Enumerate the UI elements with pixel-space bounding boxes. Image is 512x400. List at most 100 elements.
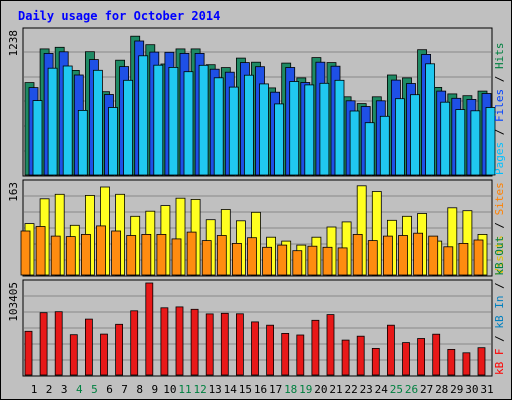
bar-sites-27 <box>413 232 424 276</box>
bar-sites-5 <box>81 233 91 276</box>
bar-pages-26 <box>410 94 420 176</box>
bar-pages-31 <box>485 107 496 176</box>
bar-pages-7 <box>123 79 133 176</box>
bar-sites-14 <box>216 235 227 276</box>
bar-sites-3 <box>50 235 61 276</box>
bar-sites-12 <box>186 231 197 276</box>
bar-pages-12 <box>198 64 209 176</box>
panel-3-legend: kB F / kB In / kB Out <box>493 236 506 375</box>
bar-pages-11 <box>183 71 194 176</box>
bar-pages-18 <box>289 81 300 176</box>
bar-pages-28 <box>440 101 451 176</box>
panel-2-legend: Visits / Sites <box>493 182 506 275</box>
bar-pages-24 <box>379 115 390 176</box>
legend-entry-visits: Visits <box>493 235 506 275</box>
bar-pages-6 <box>108 107 118 176</box>
bar-pages-19 <box>304 84 315 176</box>
bar-pages-30 <box>470 110 481 176</box>
bar-pages-2 <box>47 67 58 176</box>
x-tick-label: 20 <box>314 383 327 396</box>
x-tick-label: 24 <box>375 383 389 396</box>
bar-kb-f-26 <box>402 342 410 376</box>
bar-sites-1 <box>20 230 31 276</box>
legend-separator: / <box>493 329 506 349</box>
bar-sites-2 <box>35 226 46 276</box>
bar-kb-f-3 <box>54 311 63 376</box>
bar-kb-f-24 <box>371 347 380 376</box>
bar-kb-f-19 <box>296 334 305 376</box>
bar-sites-6 <box>96 225 106 276</box>
bar-sites-7 <box>111 230 121 276</box>
bar-pages-8 <box>138 55 149 176</box>
x-tick-label: 6 <box>106 383 113 396</box>
bar-kb-f-2 <box>39 312 48 376</box>
x-tick-label: 22 <box>344 383 357 396</box>
x-tick-label: 5 <box>91 383 98 396</box>
legend-entry-sites: Sites <box>493 182 506 215</box>
x-tick-label: 31 <box>480 383 493 396</box>
x-tick-label: 25 <box>390 383 403 396</box>
x-tick-label: 21 <box>329 383 342 396</box>
x-tick-label: 28 <box>435 383 448 396</box>
bar-sites-13 <box>201 240 212 276</box>
bar-sites-4 <box>65 236 76 276</box>
legend-entry-kb-f: kB F <box>493 349 506 376</box>
bar-kb-f-5 <box>85 318 93 376</box>
bar-kb-f-30 <box>462 352 471 376</box>
panel-3-max-label: 103405 <box>7 282 20 322</box>
x-tick-label: 1 <box>31 383 38 396</box>
bar-pages-21 <box>334 79 345 176</box>
bar-sites-10 <box>156 233 167 276</box>
bar-sites-16 <box>247 237 257 276</box>
legend-entry-files: Files <box>493 89 506 122</box>
bar-sites-28 <box>428 235 439 276</box>
panel-2-max-label: 163 <box>7 182 20 202</box>
bar-pages-29 <box>455 109 466 176</box>
bar-pages-4 <box>77 110 88 176</box>
x-tick-label: 30 <box>465 383 478 396</box>
legend-entry-hits: Hits <box>493 43 506 70</box>
x-tick-label: 15 <box>239 383 252 396</box>
bar-sites-20 <box>307 245 318 276</box>
bar-kb-f-27 <box>417 338 426 376</box>
legend-separator: / <box>493 215 506 235</box>
bar-pages-17 <box>274 103 285 176</box>
panel-1-legend: Pages / Files / Hits <box>493 43 506 176</box>
legend-separator: / <box>493 122 506 142</box>
bar-sites-8 <box>126 235 137 276</box>
x-tick-label: 11 <box>178 383 191 396</box>
x-tick-label: 3 <box>61 383 68 396</box>
bar-sites-30 <box>458 242 469 276</box>
x-tick-label: 14 <box>224 383 238 396</box>
bar-pages-25 <box>394 98 405 176</box>
x-tick-label: 16 <box>254 383 267 396</box>
bar-pages-14 <box>228 86 239 176</box>
bar-sites-18 <box>277 244 288 276</box>
bar-pages-23 <box>364 122 375 176</box>
bar-sites-23 <box>352 233 363 276</box>
bar-pages-15 <box>243 74 254 176</box>
x-tick-label: 18 <box>284 383 297 396</box>
legend-separator: / <box>493 69 506 89</box>
bar-kb-f-16 <box>251 321 259 376</box>
bar-sites-25 <box>382 235 393 276</box>
bar-kb-f-12 <box>190 308 199 376</box>
bar-pages-1 <box>32 100 43 176</box>
bar-kb-f-31 <box>477 347 486 376</box>
bar-kb-f-28 <box>432 333 441 376</box>
bar-pages-5 <box>93 69 103 176</box>
bar-kb-f-11 <box>175 306 184 376</box>
x-tick-label: 17 <box>269 383 282 396</box>
bar-sites-29 <box>443 246 454 276</box>
bar-kb-f-18 <box>281 332 290 376</box>
bar-sites-9 <box>141 233 152 276</box>
bar-sites-15 <box>231 242 242 276</box>
chart-title: Daily usage for October 2014 <box>18 9 220 23</box>
x-tick-label: 2 <box>46 383 53 396</box>
bar-kb-f-1 <box>24 330 33 376</box>
bar-kb-f-20 <box>311 319 320 376</box>
legend-separator: / <box>493 276 506 296</box>
bar-kb-f-9 <box>145 282 154 376</box>
bar-pages-13 <box>213 77 224 176</box>
